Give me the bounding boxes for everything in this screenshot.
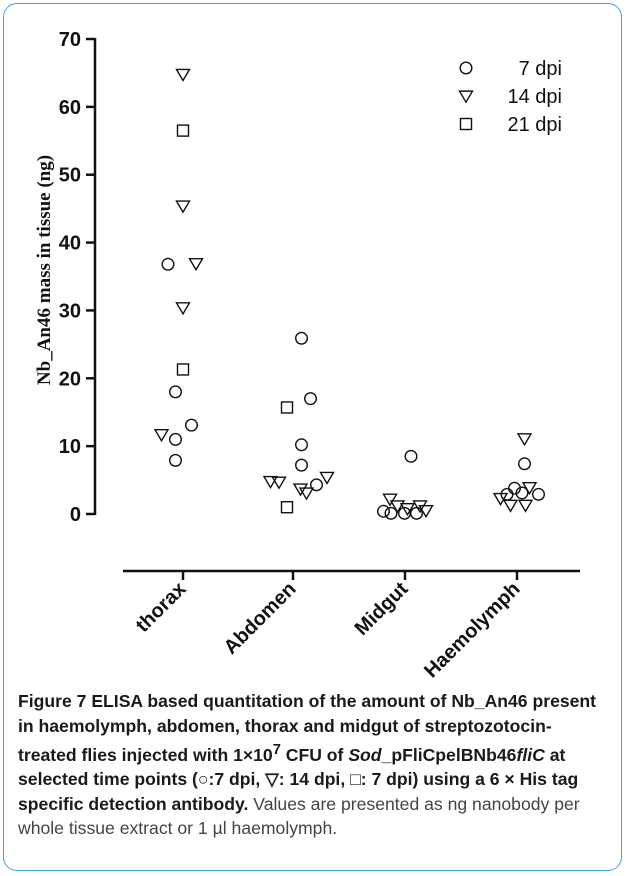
point-14-dpi [418, 505, 434, 519]
point-14-dpi [382, 493, 398, 507]
legend-label: 21 dpi [508, 114, 563, 136]
y-tick-label: 10 [59, 436, 81, 458]
x-tick-label: thorax [132, 578, 191, 637]
point-7-dpi [410, 506, 424, 520]
caption-italic-1: Sod [348, 744, 382, 765]
y-tick-label: 70 [59, 29, 81, 51]
legend-marker-21-dpi [459, 117, 473, 131]
y-tick-label: 20 [59, 368, 81, 390]
point-21-dpi [280, 401, 294, 414]
point-14-dpi [188, 258, 204, 272]
point-7-dpi [404, 449, 418, 463]
y-tick-label: 40 [59, 233, 81, 255]
y-tick-label: 60 [59, 97, 81, 119]
caption-text-4: at selected time points (○:7 dpi, ▽: 14 … [18, 744, 579, 814]
point-7-dpi [384, 506, 398, 520]
y-tick-label: 0 [70, 504, 81, 526]
legend-marker-7-dpi [459, 61, 473, 75]
point-14-dpi [271, 476, 287, 490]
point-14-dpi [399, 502, 416, 517]
y-tick-label: 50 [59, 165, 81, 187]
y-tick-label: 30 [59, 300, 81, 322]
caption-text-1: ELISA based quantitation of the amount o… [18, 691, 597, 765]
data-points [153, 68, 546, 520]
legend-label: 7 dpi [519, 58, 562, 80]
point-7-dpi [310, 478, 324, 492]
point-7-dpi [168, 453, 182, 467]
x-tick-label: Abdomen [220, 578, 301, 659]
caption-main: Figure 7 ELISA based quantitation of the… [18, 691, 596, 814]
point-21-dpi [176, 363, 190, 376]
point-21-dpi [280, 501, 294, 514]
point-7-dpi [295, 438, 309, 452]
y-axis: 0 10 20 30 40 50 60 70 [59, 29, 97, 526]
point-7-dpi [168, 432, 182, 446]
x-axis: thorax Abdomen Midgut Haemolymph [123, 569, 580, 680]
point-14-dpi [319, 471, 335, 485]
point-14-dpi [492, 492, 509, 506]
point-21-dpi [176, 124, 190, 137]
point-7-dpi [515, 486, 529, 500]
point-14-dpi [262, 475, 279, 489]
point-7-dpi [377, 504, 391, 518]
point-14-dpi [175, 302, 191, 316]
point-14-dpi [516, 433, 533, 447]
x-tick-label: Haemolymph [420, 578, 524, 680]
point-7-dpi [168, 385, 182, 399]
point-14-dpi [175, 68, 191, 82]
legend-label: 14 dpi [508, 86, 563, 108]
point-7-dpi [184, 418, 198, 432]
caption-note: Values are presented as ng nanobody per … [18, 793, 580, 839]
point-14-dpi [389, 500, 406, 514]
point-7-dpi [518, 457, 532, 471]
point-14-dpi [412, 500, 428, 514]
figure-frame [3, 3, 622, 871]
point-14-dpi [502, 499, 519, 513]
point-14-dpi [517, 499, 534, 513]
point-7-dpi [295, 458, 309, 472]
caption-text-2: CFU of [280, 744, 349, 765]
y-axis-label: Nb_An46 mass in tissue (ng) [34, 155, 55, 385]
point-14-dpi [521, 481, 538, 496]
point-7-dpi [161, 257, 175, 271]
caption-superscript: 7 [272, 742, 281, 758]
legend: 7 dpi 14 dpi 21 dpi [458, 58, 563, 136]
point-7-dpi [304, 392, 318, 406]
point-14-dpi [175, 200, 191, 214]
point-7-dpi [295, 331, 309, 345]
caption-italic-2: fliC [516, 744, 545, 765]
figure-caption: Figure 7 ELISA based quantitation of the… [18, 689, 610, 841]
point-14-dpi [298, 487, 315, 501]
figure-label: Figure 7 [18, 691, 87, 711]
scatter-chart: 0 10 20 30 40 50 60 70 thorax Abdomen Midgut Haemo… [34, 29, 580, 680]
point-14-dpi [292, 483, 309, 497]
legend-marker-14-dpi [458, 90, 474, 104]
point-14-dpi [153, 429, 170, 443]
x-tick-label: Midgut [351, 578, 413, 640]
point-7-dpi [532, 487, 546, 501]
caption-text-3: _pFliCpelBNb46 [381, 744, 517, 765]
